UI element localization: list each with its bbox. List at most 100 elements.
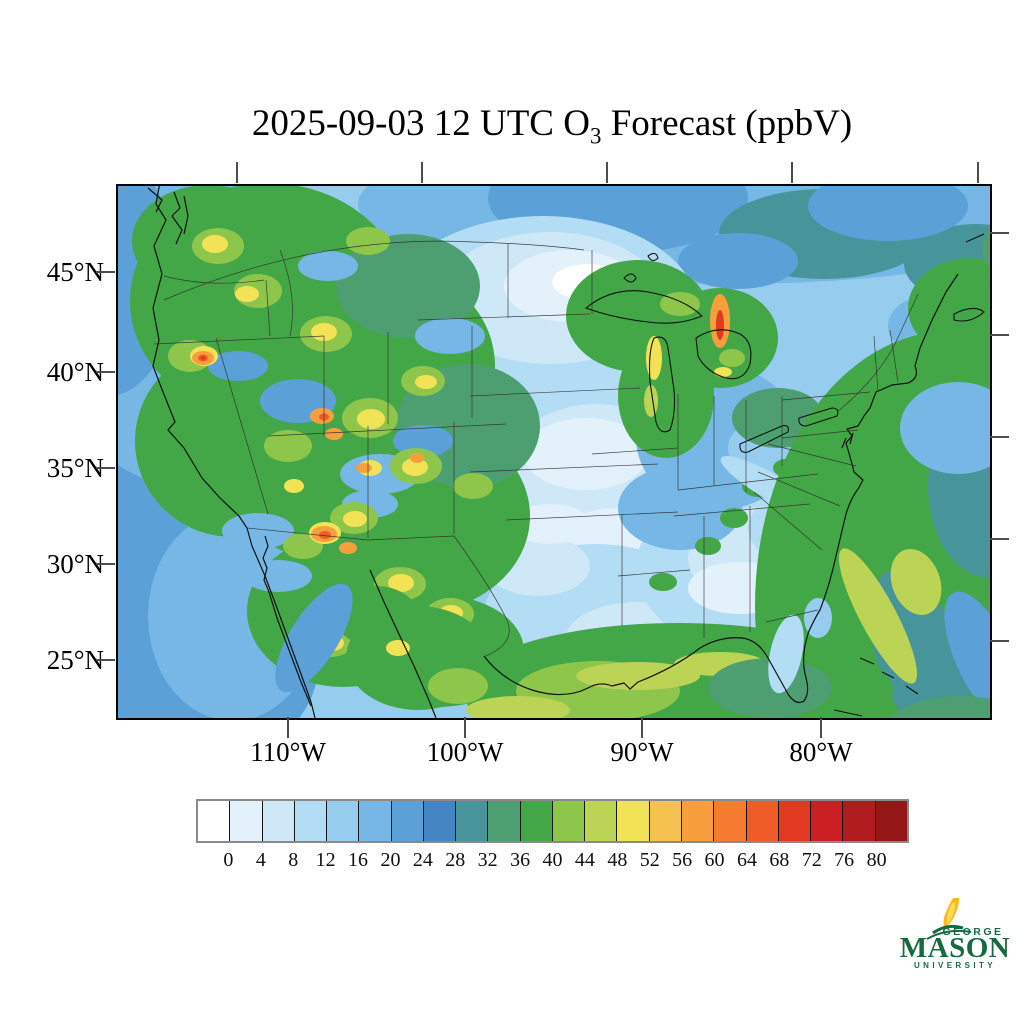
colorbar-cell (811, 801, 844, 841)
ozone-field-blob (716, 310, 724, 340)
colorbar-cell (681, 801, 715, 841)
colorbar-cell (778, 801, 812, 841)
ozone-field-blob (576, 662, 700, 690)
lon-axis-label: 80°W (789, 737, 853, 767)
colorbar-cell (423, 801, 457, 841)
ozone-field-blob (200, 356, 206, 360)
top-axis-tick (791, 162, 793, 183)
right-axis-tick (990, 334, 1009, 336)
ozone-field-blob (524, 418, 648, 490)
ozone-field-blob (649, 573, 677, 591)
colorbar-tick-label: 0 (223, 849, 234, 871)
colorbar-cell (875, 801, 907, 841)
logo-george-text: GEORGE (942, 926, 1003, 938)
ozone-field-blob (325, 428, 343, 440)
title-subscript: 3 (589, 123, 602, 149)
colorbar-cell (230, 801, 263, 841)
lon-axis-tick (464, 717, 466, 738)
colorbar-cell (391, 801, 424, 841)
lat-axis-tick (96, 371, 115, 373)
colorbar-cell (585, 801, 618, 841)
ozone-field-blob (356, 463, 372, 473)
colorbar-tick-label: 24 (412, 849, 433, 871)
lon-axis-tick (820, 717, 822, 738)
coastlines (147, 186, 959, 718)
lat-axis-label: 40°N (46, 357, 104, 387)
map-frame (116, 184, 992, 720)
colorbar (196, 799, 909, 843)
colorbar-tick-label: 8 (288, 849, 299, 871)
lat-axis-label: 25°N (46, 645, 104, 675)
colorbar-cell (843, 801, 876, 841)
ozone-field-blob (402, 458, 428, 476)
figure-title: 2025-09-03 12 UTC O3 Forecast (ppbV) (52, 102, 1024, 158)
ozone-field-blob (202, 235, 228, 253)
colorbar-tick-label: 36 (510, 849, 531, 871)
lon-axis-label: 90°W (610, 737, 674, 767)
right-axis-tick (990, 640, 1009, 642)
ozone-field-blob (708, 658, 832, 718)
lat-axis-label: 35°N (46, 453, 104, 483)
logo-flame-inner-icon (946, 903, 955, 924)
colorbar-cell (359, 801, 392, 841)
ozone-field-blob (284, 479, 304, 493)
ozone-field-blob (222, 513, 294, 549)
ozone-forecast-map (118, 186, 990, 718)
ozone-field-blob (900, 382, 990, 474)
colorbar-cell (327, 801, 360, 841)
colorbar-tick-label: 52 (639, 849, 660, 871)
ozone-field-blob (428, 668, 488, 704)
title-text: 2025-09-03 12 UTC O (251, 103, 590, 144)
lat-axis-tick (96, 467, 115, 469)
colorbar-tick-label: 32 (477, 849, 498, 871)
logo-mason-text: MASON (900, 932, 1010, 964)
ozone-field-blob (719, 349, 745, 367)
lat-axis-label: 30°N (46, 549, 104, 579)
colorbar-tick-label: 56 (672, 849, 693, 871)
ozone-field-blob (714, 367, 732, 377)
top-axis-tick (977, 162, 979, 183)
ozone-field-blob (339, 542, 357, 554)
great-lakes-outlines (585, 252, 839, 453)
lat-axis-tick (96, 659, 115, 661)
ozone-field-blob (944, 591, 990, 718)
ozone-field-blob (415, 375, 437, 389)
colorbar-cell (649, 801, 682, 841)
ozone-field-blob (720, 508, 748, 528)
ozone-field (118, 186, 990, 718)
ozone-field-blob (388, 574, 414, 592)
colorbar-tick-label: 28 (445, 849, 466, 871)
ozone-field-blob (453, 473, 493, 499)
colorbar-cell (746, 801, 779, 841)
ozone-field-blob (466, 696, 570, 718)
colorbar-cell (262, 801, 295, 841)
ozone-field-blob (386, 640, 410, 656)
ozone-field-blob (618, 466, 742, 550)
colorbar-tick-label: 4 (255, 849, 266, 871)
ozone-field-blob (244, 560, 312, 592)
lon-axis-tick (641, 717, 643, 738)
colorbar-tick-label: 80 (866, 849, 887, 871)
ozone-field-blob (208, 351, 268, 381)
colorbar-cell (714, 801, 747, 841)
ozone-field-blob (298, 251, 358, 281)
ozone-field-blob (357, 409, 385, 429)
ozone-field-blob (510, 504, 590, 544)
top-axis-tick (606, 162, 608, 183)
colorbar-cell (552, 801, 586, 841)
colorbar-tick-label: 48 (607, 849, 628, 871)
state-borders (153, 240, 919, 657)
ozone-field-blob (808, 186, 968, 241)
gmu-logo: GEORGE MASON UNIVERSITY (900, 898, 1010, 970)
logo-leaf-icon (932, 924, 964, 935)
right-axis-tick (990, 232, 1009, 234)
ozone-field-blob (982, 226, 990, 270)
top-axis-tick (236, 162, 238, 183)
lat-axis-tick (96, 271, 115, 273)
ozone-field-blob (890, 549, 942, 615)
lon-axis-label: 100°W (426, 737, 504, 767)
ozone-field-blob (838, 548, 918, 684)
top-axis-tick (421, 162, 423, 183)
colorbar-tick-label: 72 (801, 849, 822, 871)
ozone-field-blob (695, 537, 721, 555)
